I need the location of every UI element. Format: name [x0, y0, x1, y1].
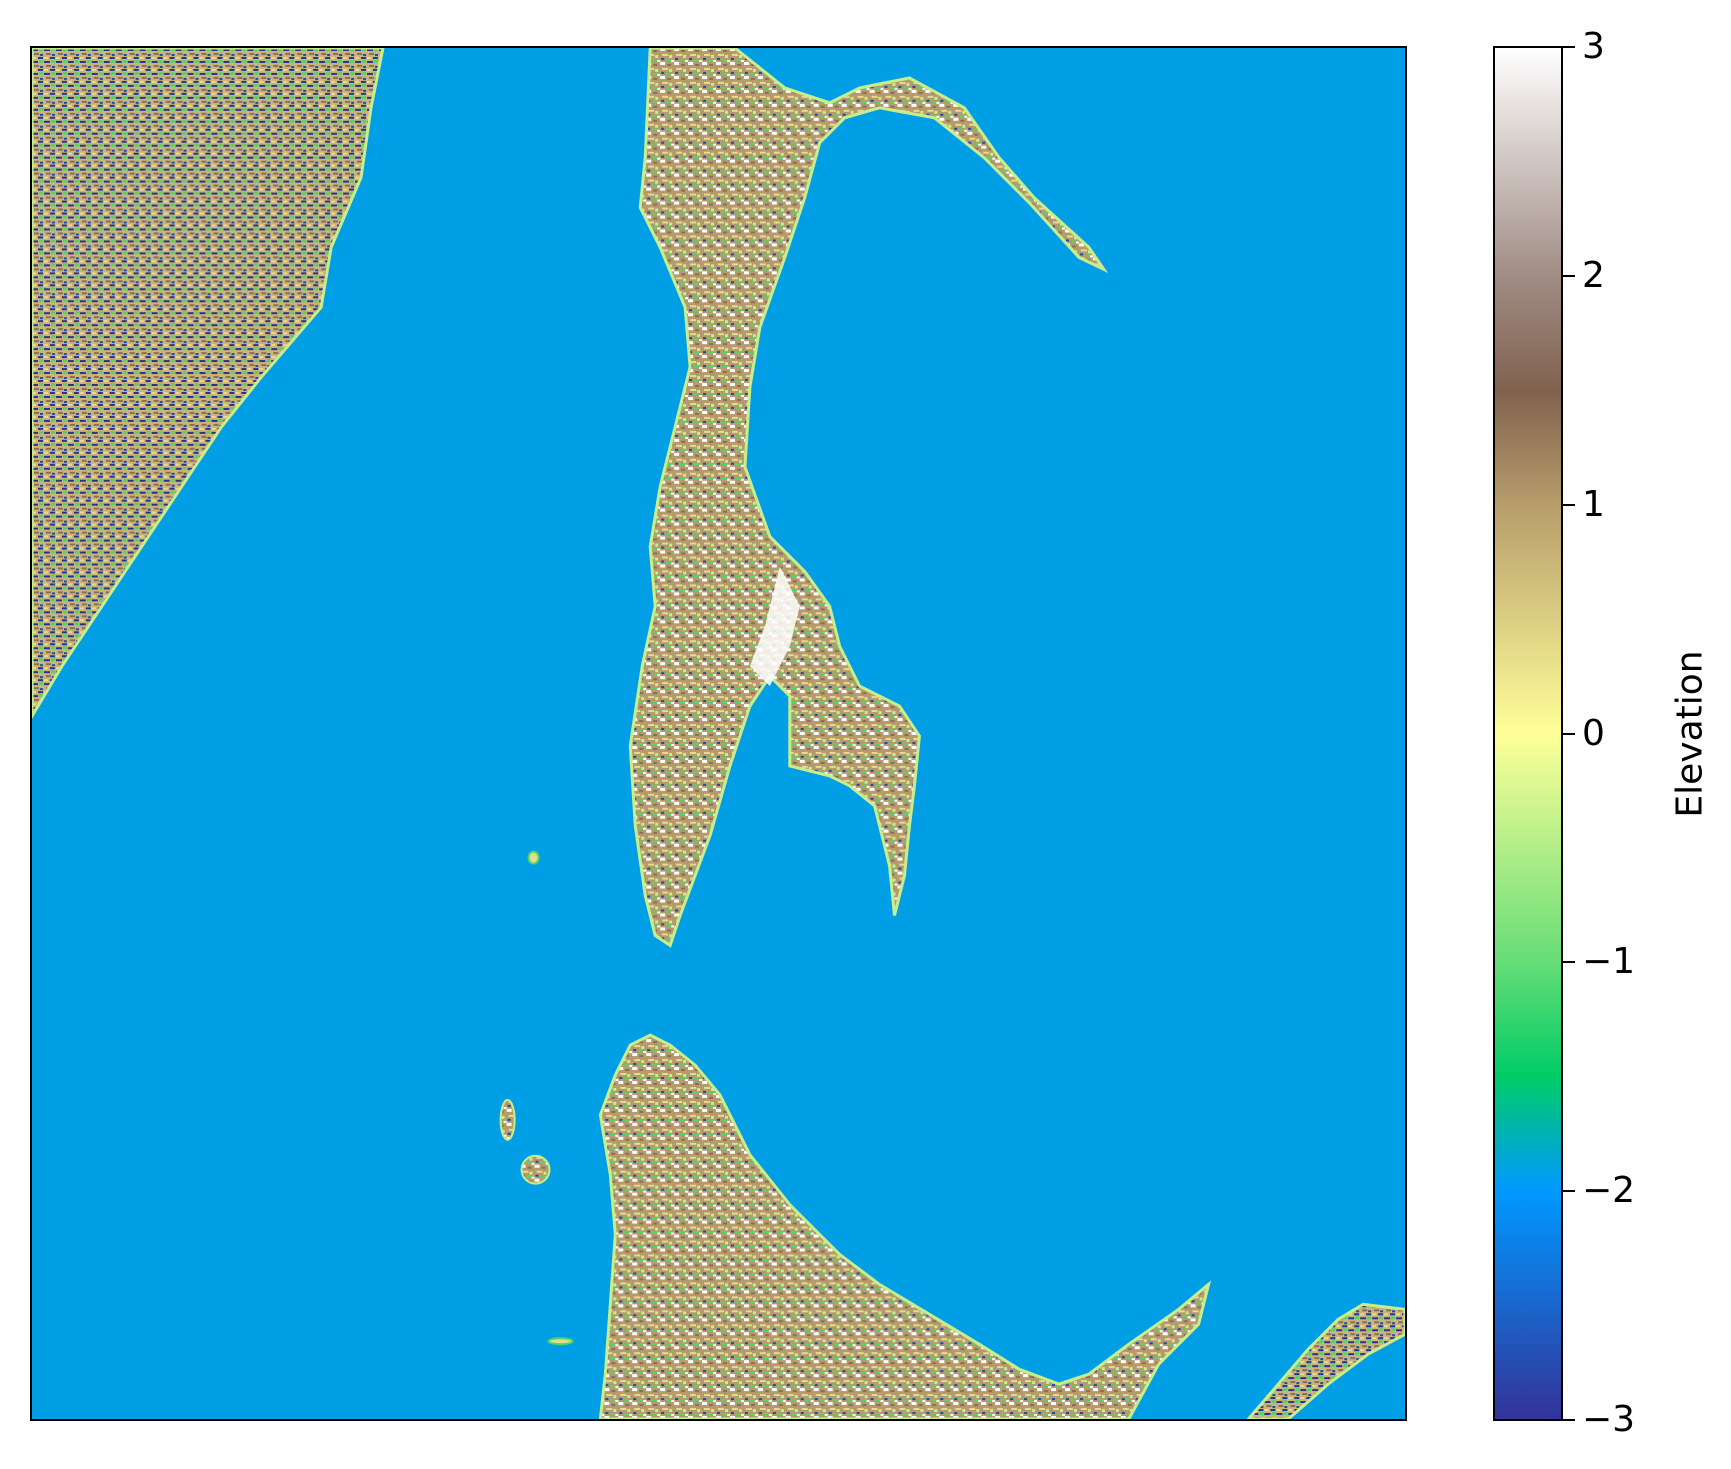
island-4: [547, 1337, 574, 1346]
colorbar-title: Elevation: [1669, 650, 1711, 818]
colorbar-tick: [1563, 732, 1575, 735]
land-highland-patch: [749, 566, 800, 687]
island-2: [499, 1098, 516, 1141]
colorbar-tick: [1563, 1190, 1575, 1193]
colorbar: [1493, 46, 1563, 1421]
land-south: [598, 1033, 1212, 1419]
island-1: [520, 1154, 551, 1185]
map-canvas: [32, 48, 1405, 1419]
colorbar-tick: [1563, 46, 1575, 48]
colorbar-tick-label: 3: [1582, 26, 1605, 67]
land-southeast-spit: [1246, 1302, 1405, 1419]
elevation-map: [30, 46, 1407, 1421]
colorbar-tick-label: 2: [1582, 254, 1605, 296]
colorbar-tick-label: −1: [1582, 941, 1636, 983]
colorbar-tick: [1563, 503, 1575, 506]
colorbar-tick: [1563, 961, 1575, 964]
colorbar-tick-label: 1: [1582, 483, 1605, 525]
colorbar-tick: [1563, 1419, 1575, 1421]
land-west-shore: [32, 48, 385, 719]
colorbar-tick-label: −3: [1582, 1399, 1636, 1440]
colorbar-tick-label: −2: [1582, 1170, 1636, 1212]
colorbar-tick-label: 0: [1582, 712, 1605, 754]
island-3: [527, 850, 540, 865]
land-central-peninsula: [628, 48, 1109, 948]
colorbar-tick: [1563, 274, 1575, 277]
colorbar-gradient: [1495, 48, 1561, 1419]
